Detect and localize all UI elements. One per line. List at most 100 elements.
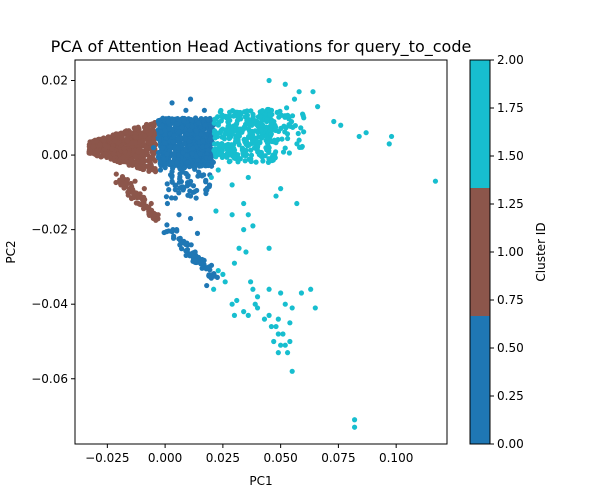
data-point-cluster-1 bbox=[143, 203, 149, 209]
data-point-cluster-1 bbox=[97, 142, 103, 148]
x-tick-label: 0.000 bbox=[148, 451, 182, 465]
data-point-cluster-0 bbox=[164, 181, 170, 187]
data-point-cluster-2 bbox=[295, 130, 301, 137]
data-point-cluster-0 bbox=[183, 241, 189, 248]
data-point-cluster-1 bbox=[95, 152, 101, 158]
data-point-cluster-1 bbox=[132, 134, 139, 140]
data-point-cluster-2 bbox=[289, 113, 296, 119]
data-point-cluster-1 bbox=[90, 143, 96, 150]
data-point-cluster-2 bbox=[267, 112, 273, 118]
data-point-cluster-2 bbox=[249, 137, 256, 143]
data-point-cluster-0 bbox=[177, 166, 183, 172]
data-point-cluster-2 bbox=[226, 135, 232, 142]
data-point-cluster-1 bbox=[122, 129, 128, 135]
data-point-cluster-1 bbox=[112, 137, 118, 144]
data-point-cluster-2 bbox=[226, 129, 232, 135]
data-point-cluster-2 bbox=[266, 106, 272, 113]
data-point-cluster-0 bbox=[185, 159, 191, 165]
data-point-cluster-0 bbox=[206, 182, 213, 188]
chart-title: PCA of Attention Head Activations for qu… bbox=[51, 37, 472, 57]
colorbar-band bbox=[470, 188, 490, 316]
data-point-cluster-2 bbox=[231, 312, 238, 318]
data-point-cluster-1 bbox=[139, 152, 145, 158]
data-point-cluster-0 bbox=[166, 161, 173, 168]
data-point-cluster-0 bbox=[150, 145, 157, 151]
data-point-cluster-1 bbox=[148, 200, 154, 207]
data-point-cluster-2 bbox=[275, 350, 281, 356]
data-point-cluster-1 bbox=[132, 140, 138, 146]
data-point-cluster-0 bbox=[190, 183, 197, 189]
data-point-cluster-2 bbox=[273, 127, 279, 133]
data-point-cluster-0 bbox=[201, 107, 207, 113]
data-point-cluster-0 bbox=[198, 163, 204, 169]
data-point-cluster-2 bbox=[243, 249, 249, 255]
y-tick-label: −0.06 bbox=[31, 372, 68, 386]
data-point-cluster-0 bbox=[170, 117, 176, 123]
data-point-cluster-2 bbox=[301, 129, 307, 135]
data-point-cluster-1 bbox=[142, 197, 148, 203]
data-point-cluster-0 bbox=[184, 152, 190, 159]
data-point-cluster-2 bbox=[278, 125, 284, 131]
data-point-cluster-2 bbox=[308, 286, 314, 292]
data-point-cluster-2 bbox=[213, 208, 219, 214]
data-point-cluster-0 bbox=[184, 131, 190, 137]
data-point-cluster-0 bbox=[194, 230, 201, 236]
data-point-cluster-2 bbox=[331, 118, 337, 125]
data-point-cluster-0 bbox=[171, 133, 177, 139]
data-point-cluster-2 bbox=[227, 158, 233, 164]
data-point-cluster-2 bbox=[241, 109, 248, 115]
data-point-cluster-0 bbox=[193, 128, 199, 134]
data-point-cluster-0 bbox=[170, 138, 176, 145]
data-point-cluster-2 bbox=[230, 113, 237, 119]
data-point-cluster-0 bbox=[199, 256, 205, 263]
data-point-cluster-1 bbox=[151, 136, 157, 143]
data-point-cluster-2 bbox=[386, 141, 392, 147]
data-point-cluster-2 bbox=[285, 135, 291, 142]
data-point-cluster-1 bbox=[147, 131, 154, 137]
data-point-cluster-2 bbox=[212, 135, 218, 141]
data-point-cluster-2 bbox=[269, 157, 275, 164]
data-point-cluster-0 bbox=[162, 165, 168, 171]
data-point-cluster-0 bbox=[183, 252, 189, 259]
data-point-cluster-0 bbox=[193, 195, 199, 201]
data-point-cluster-1 bbox=[143, 144, 150, 151]
data-point-cluster-2 bbox=[220, 153, 226, 159]
data-point-cluster-2 bbox=[235, 132, 242, 138]
data-point-cluster-2 bbox=[268, 131, 274, 137]
data-point-cluster-0 bbox=[198, 131, 204, 137]
data-point-cluster-0 bbox=[205, 147, 211, 153]
data-point-cluster-0 bbox=[184, 183, 190, 189]
data-point-cluster-2 bbox=[282, 145, 288, 151]
data-point-cluster-2 bbox=[241, 309, 247, 315]
data-point-cluster-2 bbox=[291, 96, 298, 102]
data-point-cluster-2 bbox=[260, 158, 266, 164]
data-point-cluster-2 bbox=[251, 117, 257, 123]
colorbar-label: Cluster ID bbox=[534, 222, 548, 281]
data-point-cluster-0 bbox=[183, 107, 189, 113]
data-point-cluster-0 bbox=[164, 222, 170, 228]
data-point-cluster-2 bbox=[211, 147, 217, 154]
data-point-cluster-1 bbox=[124, 177, 131, 183]
data-point-cluster-2 bbox=[268, 122, 274, 128]
data-point-cluster-0 bbox=[192, 257, 198, 264]
data-point-cluster-2 bbox=[273, 149, 279, 155]
y-tick-label: 0.00 bbox=[41, 148, 68, 162]
data-point-cluster-0 bbox=[181, 186, 187, 192]
data-point-cluster-0 bbox=[162, 140, 168, 146]
data-point-cluster-2 bbox=[299, 144, 305, 150]
colorbar-tick-label: 1.25 bbox=[497, 197, 524, 211]
data-point-cluster-2 bbox=[256, 152, 262, 158]
data-point-cluster-2 bbox=[286, 116, 292, 122]
data-point-cluster-0 bbox=[187, 193, 194, 199]
data-point-cluster-0 bbox=[192, 166, 198, 172]
colorbar-tick-label: 1.50 bbox=[497, 149, 524, 163]
data-point-cluster-2 bbox=[310, 89, 316, 95]
data-point-cluster-2 bbox=[275, 331, 281, 337]
colorbar-tick-label: 0.75 bbox=[497, 293, 524, 307]
data-point-cluster-2 bbox=[215, 268, 221, 274]
data-point-cluster-2 bbox=[245, 312, 251, 318]
data-point-cluster-2 bbox=[208, 174, 214, 181]
data-point-cluster-0 bbox=[157, 167, 164, 173]
y-axis-label: PC2 bbox=[4, 240, 18, 263]
data-point-cluster-0 bbox=[174, 227, 180, 233]
